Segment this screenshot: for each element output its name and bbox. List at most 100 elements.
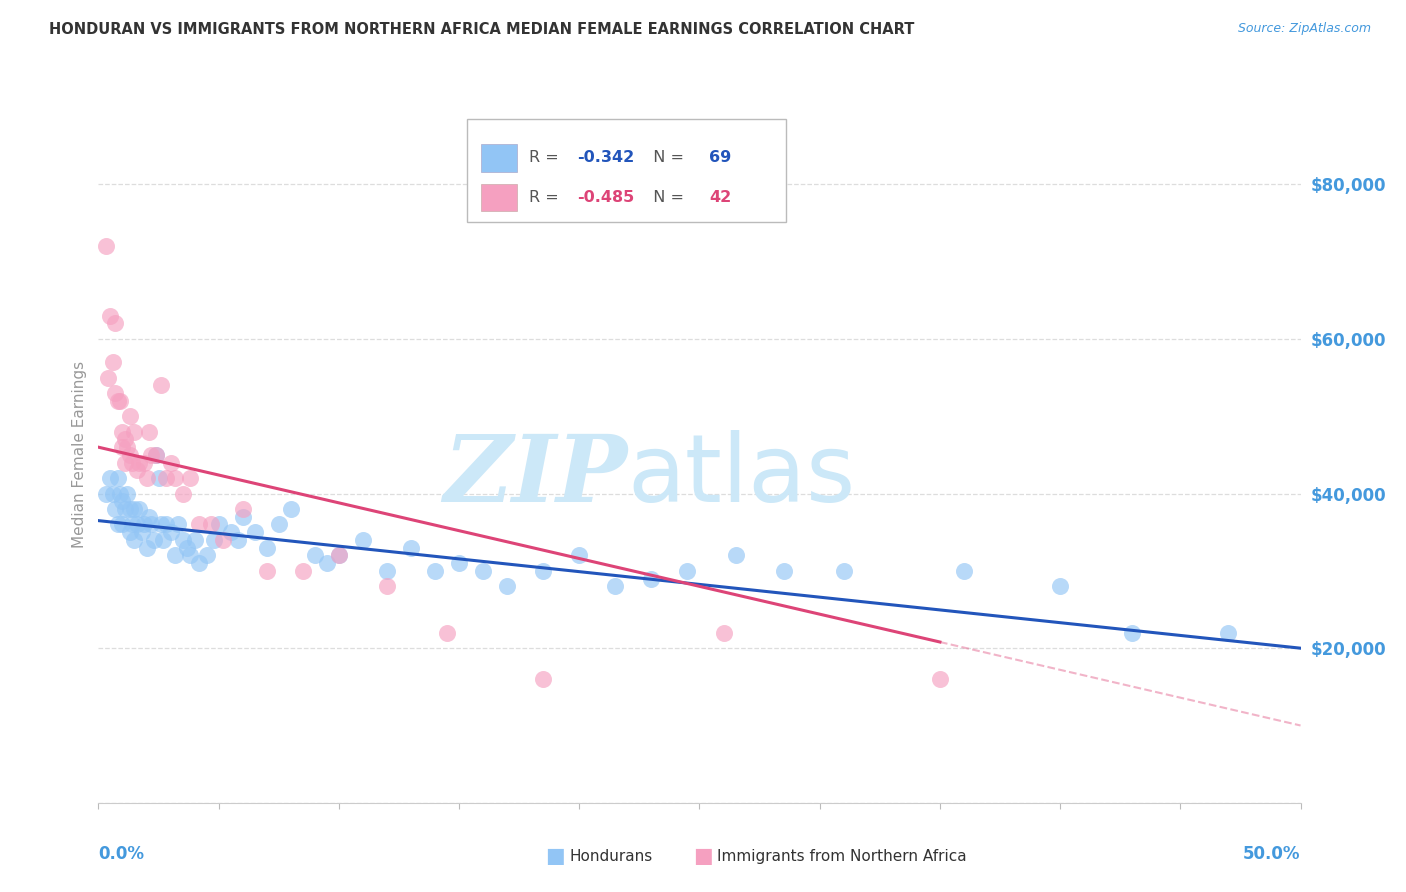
Point	[100, 309, 122, 323]
Text: atlas: atlas	[627, 430, 856, 522]
Point	[141, 448, 163, 462]
Point	[135, 541, 157, 555]
Point	[142, 533, 165, 547]
Point	[104, 317, 127, 331]
Point	[118, 409, 141, 424]
Point	[188, 556, 211, 570]
Point	[159, 456, 181, 470]
Point	[315, 556, 337, 570]
Point	[208, 517, 231, 532]
Point	[148, 471, 170, 485]
Point	[232, 509, 254, 524]
Point	[605, 579, 627, 593]
Point	[183, 533, 205, 547]
Text: Immigrants from Northern Africa: Immigrants from Northern Africa	[717, 849, 967, 863]
Point	[676, 564, 699, 578]
Text: R =: R =	[529, 190, 564, 205]
Point	[195, 549, 218, 563]
Point	[256, 541, 278, 555]
Point	[724, 549, 747, 563]
Point	[149, 378, 172, 392]
Point	[111, 517, 134, 532]
Point	[100, 471, 122, 485]
Point	[149, 517, 172, 532]
Bar	[481, 184, 517, 211]
Point	[97, 370, 120, 384]
Y-axis label: Median Female Earnings: Median Female Earnings	[72, 361, 87, 549]
Point	[304, 549, 326, 563]
Point	[713, 625, 735, 640]
Point	[132, 517, 155, 532]
Text: Source: ZipAtlas.com: Source: ZipAtlas.com	[1237, 22, 1371, 36]
Point	[114, 456, 136, 470]
Point	[141, 517, 163, 532]
Point	[328, 549, 350, 563]
Point	[280, 502, 302, 516]
Point	[267, 517, 290, 532]
Text: Hondurans: Hondurans	[569, 849, 652, 863]
Text: ■: ■	[546, 847, 565, 866]
Point	[531, 672, 554, 686]
Point	[125, 517, 148, 532]
Point	[375, 579, 398, 593]
Point	[832, 564, 855, 578]
Point	[107, 471, 129, 485]
Point	[124, 425, 146, 439]
Point	[124, 502, 146, 516]
Text: HONDURAN VS IMMIGRANTS FROM NORTHERN AFRICA MEDIAN FEMALE EARNINGS CORRELATION C: HONDURAN VS IMMIGRANTS FROM NORTHERN AFR…	[49, 22, 914, 37]
Point	[165, 549, 187, 563]
Point	[107, 393, 129, 408]
Point	[152, 533, 174, 547]
Text: ■: ■	[693, 847, 713, 866]
Point	[188, 517, 211, 532]
Point	[243, 525, 266, 540]
Point	[472, 564, 495, 578]
Point	[1218, 625, 1240, 640]
Point	[117, 486, 139, 500]
Point	[226, 533, 249, 547]
Point	[172, 486, 194, 500]
Point	[138, 425, 160, 439]
Point	[291, 564, 314, 578]
Point	[155, 471, 177, 485]
Point	[219, 525, 242, 540]
Point	[132, 456, 155, 470]
Point	[108, 393, 131, 408]
Point	[399, 541, 422, 555]
Point	[176, 541, 198, 555]
Point	[111, 440, 134, 454]
Text: 0.0%: 0.0%	[98, 845, 145, 863]
Point	[568, 549, 591, 563]
Bar	[481, 144, 517, 172]
Point	[118, 525, 141, 540]
Point	[1049, 579, 1071, 593]
Text: 50.0%: 50.0%	[1243, 845, 1301, 863]
Point	[124, 533, 146, 547]
Point	[202, 533, 225, 547]
Point	[640, 572, 662, 586]
Point	[179, 471, 201, 485]
Point	[496, 579, 519, 593]
FancyBboxPatch shape	[467, 119, 786, 222]
Point	[128, 456, 150, 470]
Point	[172, 533, 194, 547]
Point	[125, 463, 148, 477]
Point	[94, 239, 117, 253]
Point	[256, 564, 278, 578]
Point	[772, 564, 794, 578]
Text: N =: N =	[643, 190, 689, 205]
Point	[328, 549, 350, 563]
Point	[165, 471, 187, 485]
Point	[107, 517, 129, 532]
Point	[131, 525, 153, 540]
Point	[121, 456, 143, 470]
Point	[179, 549, 201, 563]
Point	[352, 533, 374, 547]
Point	[145, 448, 167, 462]
Point	[145, 448, 167, 462]
Text: 42: 42	[709, 190, 731, 205]
Point	[423, 564, 446, 578]
Point	[212, 533, 235, 547]
Text: ZIP: ZIP	[443, 431, 627, 521]
Point	[101, 486, 124, 500]
